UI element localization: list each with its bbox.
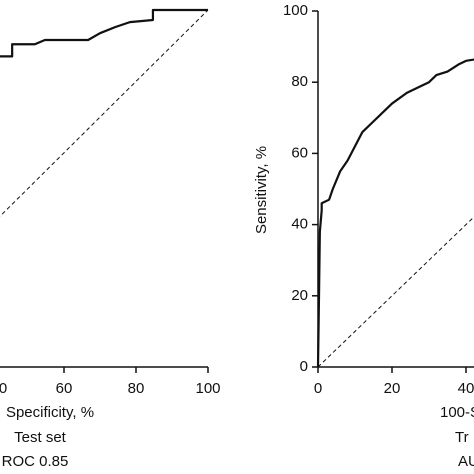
y-tick-label: 60 [291,144,308,161]
annotation: ROC 0.85 [2,453,69,470]
x-tick-label: 60 [56,380,73,397]
x-tick-label: 40 [458,380,474,397]
subtitle: Tr [455,429,469,446]
x-tick-label: 80 [128,380,145,397]
y-tick-label: 20 [291,287,308,304]
subtitle: Test set [14,429,67,446]
x-tick-label: 0 [0,380,7,397]
roc-curve [316,58,474,368]
x-tick-label: 20 [384,380,401,397]
roc-curve [0,8,208,58]
y-tick-label: 80 [291,73,308,90]
y-tick-label: 100 [283,2,308,19]
annotation: AU [458,453,474,470]
y-tick-label: 40 [291,216,308,233]
x-tick-label: 100 [195,380,220,397]
reference-diagonal [0,9,209,217]
x-tick-label: 0 [314,380,322,397]
x-axis-label: Specificity, % [6,404,94,421]
x-axis-label: 100-Sp [440,404,474,421]
y-axis-label: Sensitivity, % [253,146,270,234]
y-tick-label: 0 [300,358,308,375]
reference-diagonal [317,216,474,368]
